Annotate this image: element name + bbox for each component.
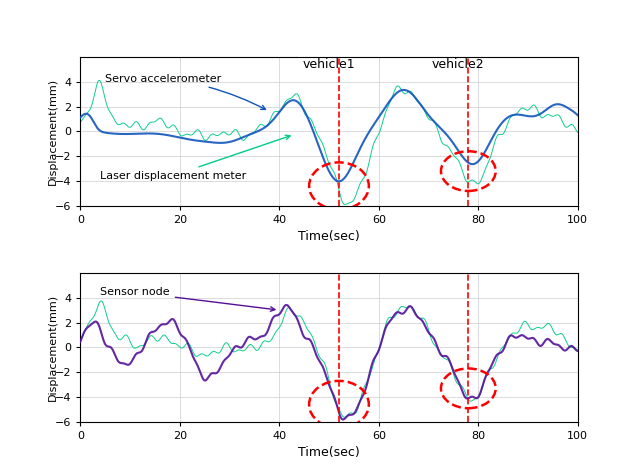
- Y-axis label: Displacement(mm): Displacement(mm): [48, 294, 58, 401]
- Text: Sensor node: Sensor node: [100, 287, 275, 311]
- Text: Laser displacement meter: Laser displacement meter: [100, 135, 290, 181]
- Text: vehicle1: vehicle1: [303, 58, 355, 71]
- Text: vehicle2: vehicle2: [432, 58, 485, 71]
- X-axis label: Time(sec): Time(sec): [298, 230, 360, 244]
- Text: Servo accelerometer: Servo accelerometer: [105, 74, 266, 109]
- Y-axis label: Displacement(mm): Displacement(mm): [48, 78, 58, 185]
- X-axis label: Time(sec): Time(sec): [298, 447, 360, 459]
